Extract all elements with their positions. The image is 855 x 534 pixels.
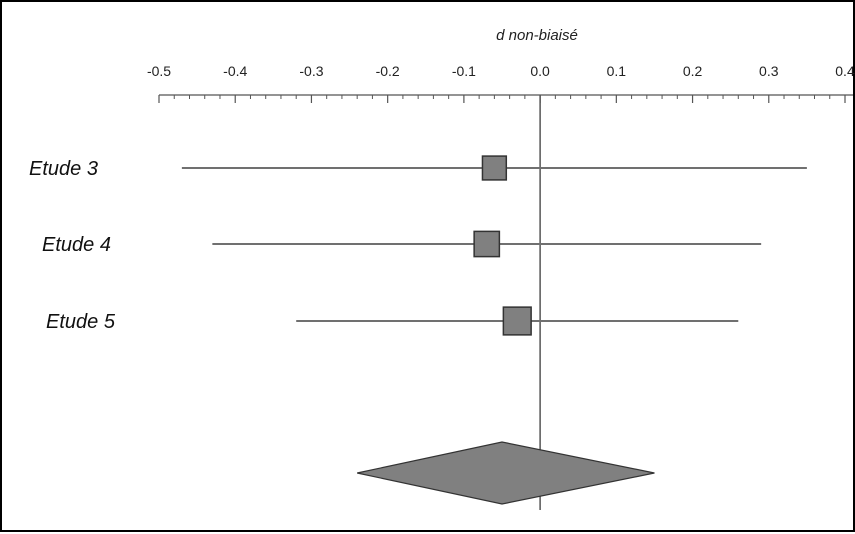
study-row: Etude 5 bbox=[46, 306, 739, 336]
x-tick-label: 0.4 bbox=[835, 63, 855, 79]
study-row: Etude 4 bbox=[42, 230, 762, 258]
x-tick-label: -0.1 bbox=[452, 63, 476, 79]
study-label: Etude 5 bbox=[46, 311, 116, 333]
x-tick-label: -0.2 bbox=[376, 63, 400, 79]
study-row: Etude 3 bbox=[29, 155, 807, 181]
x-tick-label: -0.4 bbox=[223, 63, 247, 79]
x-tick-label: -0.5 bbox=[147, 63, 171, 79]
x-tick-label: 0.2 bbox=[683, 63, 703, 79]
x-tick-label: 0.0 bbox=[530, 63, 550, 79]
x-tick-label: -0.3 bbox=[299, 63, 323, 79]
x-tick-label: 0.3 bbox=[759, 63, 779, 79]
x-axis-title: d non-biaisé bbox=[496, 27, 578, 44]
study-rows: Etude 3 Etude 4 Etude 5 bbox=[29, 155, 807, 336]
study-label: Etude 3 bbox=[29, 158, 98, 180]
summary-group bbox=[357, 441, 655, 505]
summary-diamond bbox=[357, 441, 655, 505]
effect-marker bbox=[473, 230, 501, 258]
x-tick-label: 0.1 bbox=[607, 63, 627, 79]
effect-marker bbox=[481, 155, 508, 181]
study-label: Etude 4 bbox=[42, 234, 111, 256]
effect-marker bbox=[502, 306, 532, 336]
x-axis: -0.5 -0.4 -0.3 -0.2 -0.1 0.0 0.1 0.2 0.3 0.4 bbox=[147, 63, 855, 510]
